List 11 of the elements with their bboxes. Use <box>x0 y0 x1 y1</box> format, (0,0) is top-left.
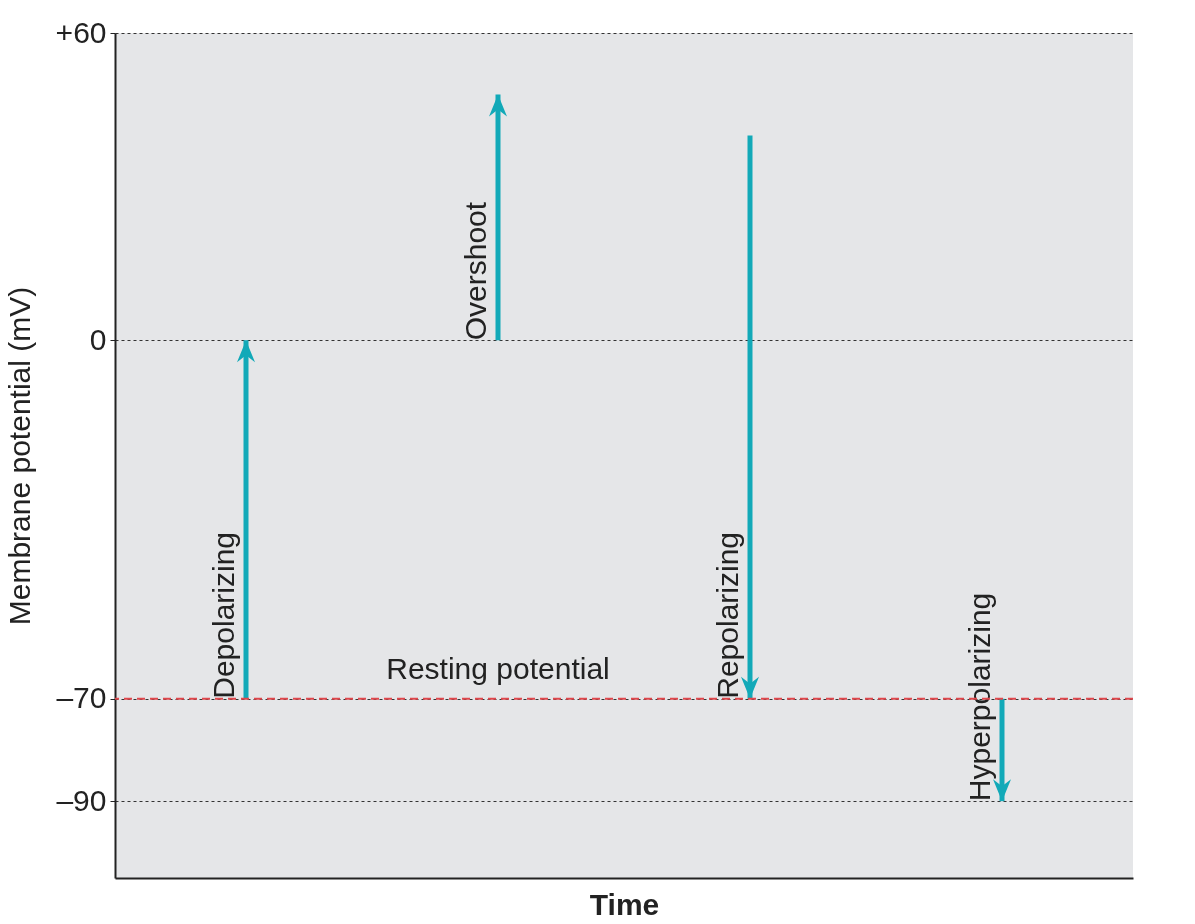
y-tick-label: 0 <box>89 322 107 356</box>
text: Overshoot <box>458 201 492 341</box>
y-tick-label: –70 <box>56 681 107 715</box>
ref-line-label: Resting potential <box>386 651 610 685</box>
text: Depolarizing <box>206 531 240 699</box>
y-axis-title: Membrane potential (mV) <box>2 286 36 626</box>
x-axis-title: Time <box>589 887 660 921</box>
y-tick-label: –90 <box>56 783 107 817</box>
y-tick-label: +60 <box>55 15 107 49</box>
text: Repolarizing <box>710 531 744 699</box>
text: Hyperpolarizing <box>962 592 996 802</box>
